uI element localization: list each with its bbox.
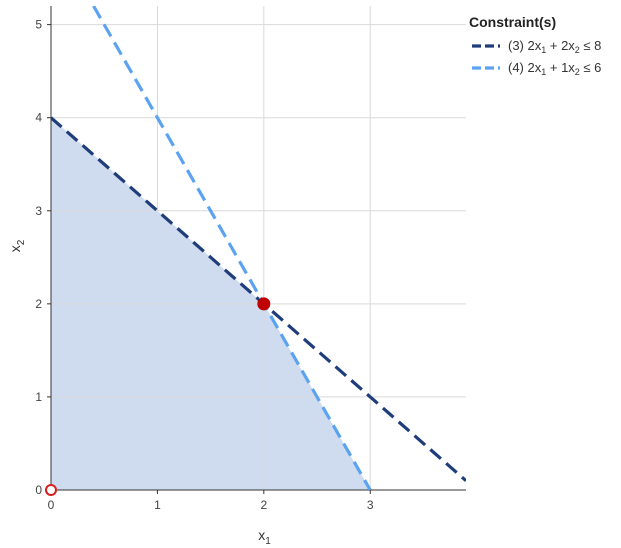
x-axis-label: x1	[258, 527, 271, 547]
legend-label-0-part-1: 1	[541, 45, 546, 55]
legend-title: Constraint(s)	[469, 14, 556, 30]
optimal-point	[257, 297, 271, 311]
y-tick-label-5: 5	[35, 18, 42, 32]
series-line-0	[51, 116, 466, 482]
x-tick-label-0: 0	[48, 498, 55, 512]
legend-label-0: (3) 2x1 + 2x2 ≤ 8	[508, 38, 601, 55]
origin-point	[45, 484, 57, 496]
x-tick-label-3: 3	[367, 498, 374, 512]
legend-label-1-part-0: (4) 2x	[508, 60, 542, 75]
x-tick-label-2: 2	[260, 498, 267, 512]
y-axis-label-main: x	[7, 245, 23, 252]
series-line-1	[92, 6, 372, 490]
y-axis-label-sub: 2	[16, 239, 27, 245]
legend-label-0-part-4: ≤ 8	[580, 38, 602, 53]
y-axis-label: x2	[7, 239, 27, 252]
legend-label-1-part-4: ≤ 6	[580, 60, 602, 75]
x-axis-label-sub: 1	[265, 536, 271, 547]
x-tick-label-1: 1	[154, 498, 161, 512]
legend-label-0-part-2: + 2x	[546, 38, 575, 53]
legend-label-0-part-0: (3) 2x	[508, 38, 542, 53]
legend-label-1: (4) 2x1 + 1x2 ≤ 6	[508, 60, 601, 77]
legend-label-1-part-3: 2	[575, 67, 580, 77]
legend-label-1-part-1: 1	[541, 67, 546, 77]
y-tick-label-1: 1	[35, 390, 42, 404]
legend-label-1-part-2: + 1x	[546, 60, 575, 75]
y-tick-label-4: 4	[35, 111, 42, 125]
y-tick-label-2: 2	[35, 297, 42, 311]
legend-label-0-part-3: 2	[575, 45, 580, 55]
y-tick-label-0: 0	[35, 483, 42, 497]
y-tick-label-3: 3	[35, 204, 42, 218]
x-axis-label-main: x	[258, 527, 265, 543]
